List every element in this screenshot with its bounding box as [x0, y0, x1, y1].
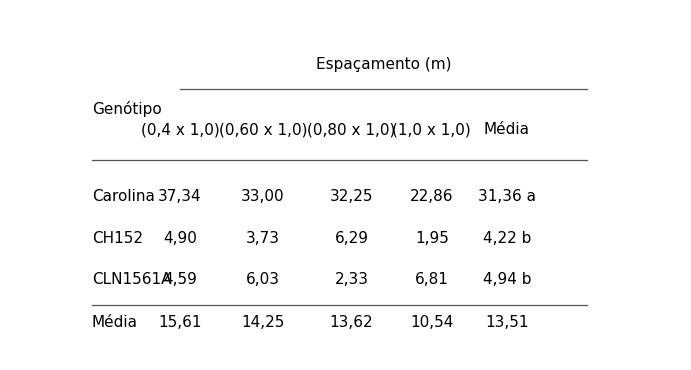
Text: 14,25: 14,25	[241, 314, 285, 330]
Text: Espaçamento (m): Espaçamento (m)	[316, 57, 451, 72]
Text: (0,60 x 1,0): (0,60 x 1,0)	[219, 122, 307, 137]
Text: 6,03: 6,03	[246, 272, 280, 287]
Text: 13,51: 13,51	[485, 314, 529, 330]
Text: 4,94 b: 4,94 b	[482, 272, 531, 287]
Text: 4,59: 4,59	[163, 272, 197, 287]
Text: 4,22 b: 4,22 b	[482, 231, 531, 246]
Text: 15,61: 15,61	[158, 314, 202, 330]
Text: Carolina: Carolina	[92, 189, 155, 204]
Text: 3,73: 3,73	[246, 231, 280, 246]
Text: 22,86: 22,86	[410, 189, 453, 204]
Text: 6,81: 6,81	[415, 272, 448, 287]
Text: 2,33: 2,33	[334, 272, 368, 287]
Text: 31,36 a: 31,36 a	[477, 189, 536, 204]
Text: (0,4 x 1,0): (0,4 x 1,0)	[141, 122, 220, 137]
Text: Média: Média	[484, 122, 530, 137]
Text: 6,29: 6,29	[334, 231, 368, 246]
Text: 10,54: 10,54	[410, 314, 453, 330]
Text: 1,95: 1,95	[415, 231, 448, 246]
Text: 37,34: 37,34	[158, 189, 202, 204]
Text: Genótipo: Genótipo	[92, 101, 162, 117]
Text: 33,00: 33,00	[241, 189, 285, 204]
Text: 13,62: 13,62	[330, 314, 373, 330]
Text: Média: Média	[92, 314, 138, 330]
Text: (0,80 x 1,0): (0,80 x 1,0)	[307, 122, 396, 137]
Text: CH152: CH152	[92, 231, 143, 246]
Text: (1,0 x 1,0): (1,0 x 1,0)	[392, 122, 471, 137]
Text: 32,25: 32,25	[330, 189, 373, 204]
Text: CLN1561A: CLN1561A	[92, 272, 171, 287]
Text: 4,90: 4,90	[163, 231, 197, 246]
